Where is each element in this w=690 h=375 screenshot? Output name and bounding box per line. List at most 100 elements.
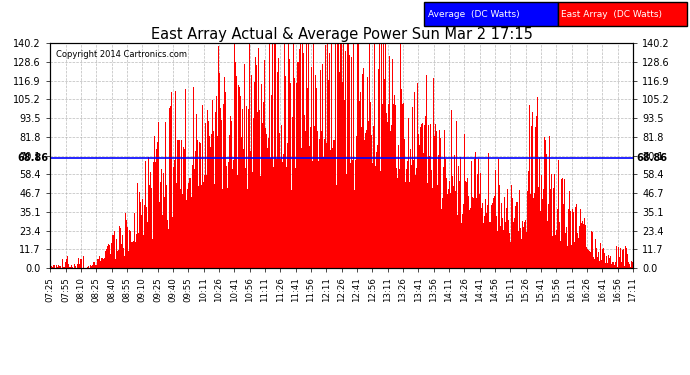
Bar	[623, 249, 624, 268]
Bar	[341, 43, 342, 268]
Bar	[194, 169, 195, 268]
Bar	[136, 234, 137, 268]
Bar	[518, 231, 519, 268]
Bar	[529, 105, 530, 268]
Bar	[598, 252, 599, 268]
Bar	[87, 267, 88, 268]
Bar	[366, 77, 368, 268]
Bar	[578, 238, 579, 268]
Bar	[411, 165, 412, 268]
Bar	[230, 116, 231, 268]
Bar	[263, 102, 264, 268]
Bar	[567, 246, 568, 268]
Bar	[299, 49, 300, 268]
Bar	[549, 136, 550, 268]
Bar	[362, 74, 363, 268]
Bar	[300, 43, 302, 268]
Bar	[400, 43, 401, 268]
Bar	[500, 203, 502, 268]
Bar	[231, 121, 232, 268]
Bar	[437, 185, 438, 268]
Bar	[402, 104, 403, 268]
Bar	[429, 156, 430, 268]
Bar	[612, 262, 613, 268]
Text: Average  (DC Watts): Average (DC Watts)	[428, 10, 520, 18]
Bar	[339, 43, 341, 268]
Bar	[128, 251, 129, 268]
Bar	[306, 43, 307, 268]
Bar	[548, 204, 549, 268]
Bar	[582, 221, 583, 268]
Text: 68.86: 68.86	[17, 153, 48, 163]
Bar	[511, 185, 512, 268]
Bar	[491, 203, 493, 268]
Bar	[596, 248, 597, 268]
Bar	[605, 262, 607, 268]
Bar	[141, 215, 142, 268]
Bar	[476, 198, 477, 268]
Bar	[344, 51, 346, 268]
Bar	[577, 233, 578, 268]
Bar	[256, 64, 257, 268]
Bar	[533, 198, 534, 268]
Bar	[248, 109, 249, 268]
Bar	[203, 182, 204, 268]
Bar	[620, 248, 621, 268]
Bar	[558, 160, 559, 268]
Bar	[379, 43, 380, 268]
Bar	[95, 265, 96, 268]
Bar	[394, 95, 395, 268]
Bar	[357, 43, 359, 268]
Bar	[517, 202, 518, 268]
Bar	[465, 182, 466, 268]
Bar	[438, 155, 439, 268]
Bar	[373, 126, 374, 268]
Bar	[286, 167, 287, 268]
Bar	[351, 57, 352, 268]
Bar	[602, 249, 603, 268]
Bar	[395, 105, 396, 268]
Bar	[550, 189, 551, 268]
Bar	[119, 226, 120, 268]
Bar	[102, 258, 103, 268]
Bar	[271, 95, 272, 268]
Bar	[371, 135, 372, 268]
Bar	[155, 162, 157, 268]
Bar	[63, 267, 65, 268]
Bar	[293, 43, 294, 268]
Bar	[240, 96, 241, 268]
Bar	[273, 167, 274, 268]
Bar	[250, 150, 251, 268]
Bar	[109, 245, 110, 268]
Bar	[333, 140, 335, 268]
Bar	[610, 256, 611, 268]
Bar	[546, 154, 547, 268]
Bar	[537, 97, 538, 268]
Bar	[278, 58, 279, 268]
Bar	[566, 228, 567, 268]
Bar	[285, 76, 286, 268]
Bar	[253, 118, 254, 268]
Bar	[147, 222, 148, 268]
Bar	[435, 124, 436, 268]
Bar	[365, 133, 366, 268]
Bar	[277, 72, 278, 268]
Bar	[542, 199, 543, 268]
Bar	[223, 104, 224, 268]
Bar	[205, 123, 206, 268]
Bar	[389, 56, 390, 268]
Bar	[103, 260, 104, 268]
Bar	[456, 121, 457, 268]
Bar	[245, 168, 246, 268]
Bar	[302, 43, 304, 268]
Bar	[631, 261, 633, 268]
Bar	[241, 137, 242, 268]
Bar	[416, 168, 417, 268]
Bar	[426, 75, 427, 268]
Bar	[607, 263, 609, 268]
Bar	[236, 76, 237, 268]
Bar	[454, 155, 455, 268]
Bar	[587, 249, 588, 268]
Bar	[348, 55, 350, 268]
Bar	[183, 147, 184, 268]
